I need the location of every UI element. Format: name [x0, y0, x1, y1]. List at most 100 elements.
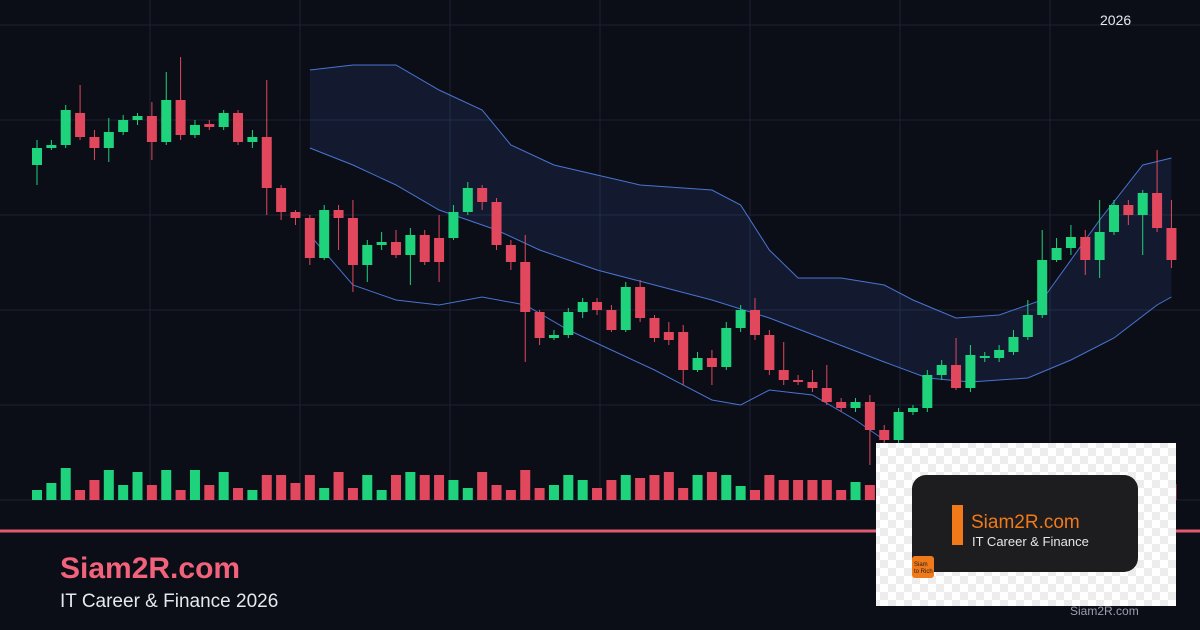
candle-body	[333, 210, 344, 218]
candle-body	[721, 328, 732, 367]
volume-bar	[807, 480, 818, 500]
volume-bar	[635, 478, 646, 500]
candle-body	[347, 218, 358, 265]
volume-bar	[391, 475, 401, 500]
candle-body	[60, 110, 71, 145]
candle-body	[850, 402, 861, 408]
candle-body	[319, 210, 330, 258]
candle-body	[778, 370, 789, 380]
logo-bar	[952, 505, 963, 545]
volume-bar	[319, 488, 330, 500]
candle-body	[1008, 337, 1019, 352]
volume-bar	[118, 485, 129, 500]
volume-bar	[821, 480, 832, 500]
candle-body	[807, 382, 818, 388]
volume-bar	[103, 470, 114, 500]
candle-body	[1152, 193, 1163, 228]
candle-body	[649, 318, 660, 338]
volume-bar	[161, 470, 172, 500]
candle-body	[448, 212, 459, 238]
candle-body	[764, 335, 775, 370]
volume-bar	[419, 475, 430, 500]
volume-bar	[692, 475, 703, 500]
candle-body	[735, 310, 746, 328]
candle-body	[907, 408, 918, 412]
candle-body	[893, 412, 904, 440]
volume-bar	[548, 485, 559, 500]
candle-body	[1094, 232, 1105, 260]
volume-bar	[563, 475, 574, 500]
candle-body	[548, 335, 559, 338]
year-label: 2026	[1100, 12, 1131, 28]
volume-bar	[132, 472, 143, 500]
candle-body	[434, 238, 445, 262]
candle-body	[864, 402, 875, 430]
volume-bar	[534, 488, 545, 500]
candle-body	[606, 310, 617, 330]
candle-body	[118, 120, 129, 132]
candle-body	[175, 100, 186, 135]
candle-body	[620, 287, 631, 330]
volume-bar	[462, 488, 473, 500]
logo-card	[912, 475, 1138, 572]
candle-body	[534, 312, 545, 338]
candle-body	[750, 310, 760, 335]
volume-bar	[434, 475, 445, 500]
candle-body	[391, 242, 401, 255]
logo-title: Siam2R.com	[971, 512, 1080, 533]
candle-body	[821, 388, 832, 402]
candle-body	[635, 287, 646, 318]
volume-bar	[577, 480, 588, 500]
candle-body	[189, 125, 200, 135]
candle-body	[1065, 237, 1076, 248]
candle-body	[836, 402, 847, 408]
volume-bar	[276, 475, 287, 500]
volume-bar	[247, 490, 258, 500]
candle-body	[994, 350, 1005, 358]
volume-bar	[189, 470, 200, 500]
candle-body	[1137, 193, 1148, 215]
volume-bar	[491, 485, 502, 500]
volume-bar	[175, 490, 186, 500]
candle-body	[103, 132, 114, 148]
candle-body	[1166, 228, 1177, 260]
band-line	[309, 234, 885, 441]
volume-bar	[89, 480, 100, 500]
volume-bar	[649, 475, 660, 500]
candle-body	[965, 355, 976, 388]
candle-body	[477, 188, 488, 202]
candle-body	[1022, 315, 1033, 337]
volume-bar	[663, 472, 674, 500]
candle-body	[577, 302, 588, 312]
volume-bar	[32, 490, 42, 500]
brand-title: Siam2R.com	[60, 552, 240, 585]
volume-bar	[721, 475, 732, 500]
volume-bar	[793, 480, 804, 500]
volume-bar	[864, 485, 875, 500]
candle-body	[936, 365, 947, 375]
volume-bar	[146, 485, 157, 500]
candle-body	[922, 375, 933, 408]
footer-label: Siam2R.com	[1070, 604, 1139, 618]
volume-bar	[290, 483, 301, 500]
candle-body	[290, 212, 301, 218]
volume-bar	[850, 482, 861, 500]
candle-body	[247, 137, 258, 142]
candle-body	[376, 242, 387, 245]
candle-body	[793, 380, 804, 382]
candle-body	[362, 245, 373, 265]
candle-body	[1051, 248, 1062, 260]
volume-bar	[204, 485, 215, 500]
candle-body	[1123, 205, 1134, 215]
volume-bar	[448, 480, 459, 500]
volume-bar	[60, 468, 71, 500]
band-line	[309, 147, 1172, 383]
candle-body	[75, 113, 86, 137]
candle-body	[146, 116, 157, 142]
volume-bar	[362, 475, 373, 500]
candle-body	[678, 332, 689, 370]
candle-body	[706, 358, 717, 367]
logo-icon-text: to Rich	[914, 569, 933, 575]
candle-body	[46, 145, 57, 148]
